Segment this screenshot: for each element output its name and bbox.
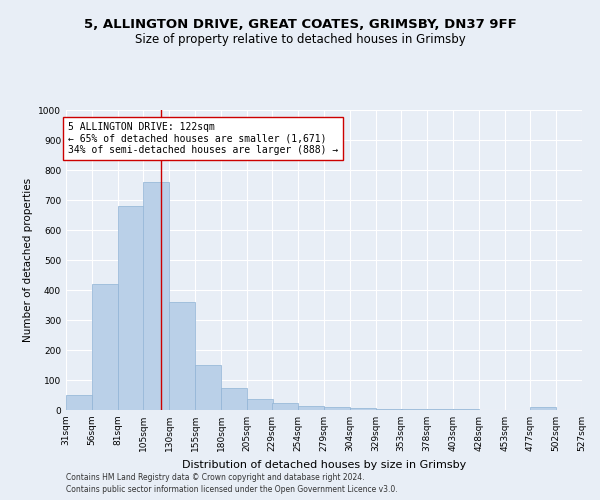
Bar bbox=[401, 409, 427, 410]
Bar bbox=[350, 408, 376, 410]
Bar bbox=[272, 402, 298, 410]
Bar bbox=[247, 399, 273, 410]
Text: Contains public sector information licensed under the Open Government Licence v3: Contains public sector information licen… bbox=[66, 485, 398, 494]
Bar bbox=[169, 302, 195, 410]
Bar bbox=[118, 206, 144, 410]
Bar bbox=[376, 408, 402, 410]
Bar bbox=[66, 395, 92, 410]
Bar bbox=[324, 407, 350, 410]
Text: Size of property relative to detached houses in Grimsby: Size of property relative to detached ho… bbox=[134, 32, 466, 46]
Bar bbox=[530, 407, 556, 410]
Text: 5, ALLINGTON DRIVE, GREAT COATES, GRIMSBY, DN37 9FF: 5, ALLINGTON DRIVE, GREAT COATES, GRIMSB… bbox=[83, 18, 517, 30]
Text: 5 ALLINGTON DRIVE: 122sqm
← 65% of detached houses are smaller (1,671)
34% of se: 5 ALLINGTON DRIVE: 122sqm ← 65% of detac… bbox=[68, 122, 338, 155]
Bar bbox=[92, 284, 118, 410]
Y-axis label: Number of detached properties: Number of detached properties bbox=[23, 178, 32, 342]
Bar bbox=[195, 365, 221, 410]
Bar bbox=[298, 406, 324, 410]
Bar bbox=[427, 409, 453, 410]
Bar bbox=[143, 182, 169, 410]
Text: Contains HM Land Registry data © Crown copyright and database right 2024.: Contains HM Land Registry data © Crown c… bbox=[66, 472, 365, 482]
Bar bbox=[221, 388, 247, 410]
X-axis label: Distribution of detached houses by size in Grimsby: Distribution of detached houses by size … bbox=[182, 460, 466, 469]
